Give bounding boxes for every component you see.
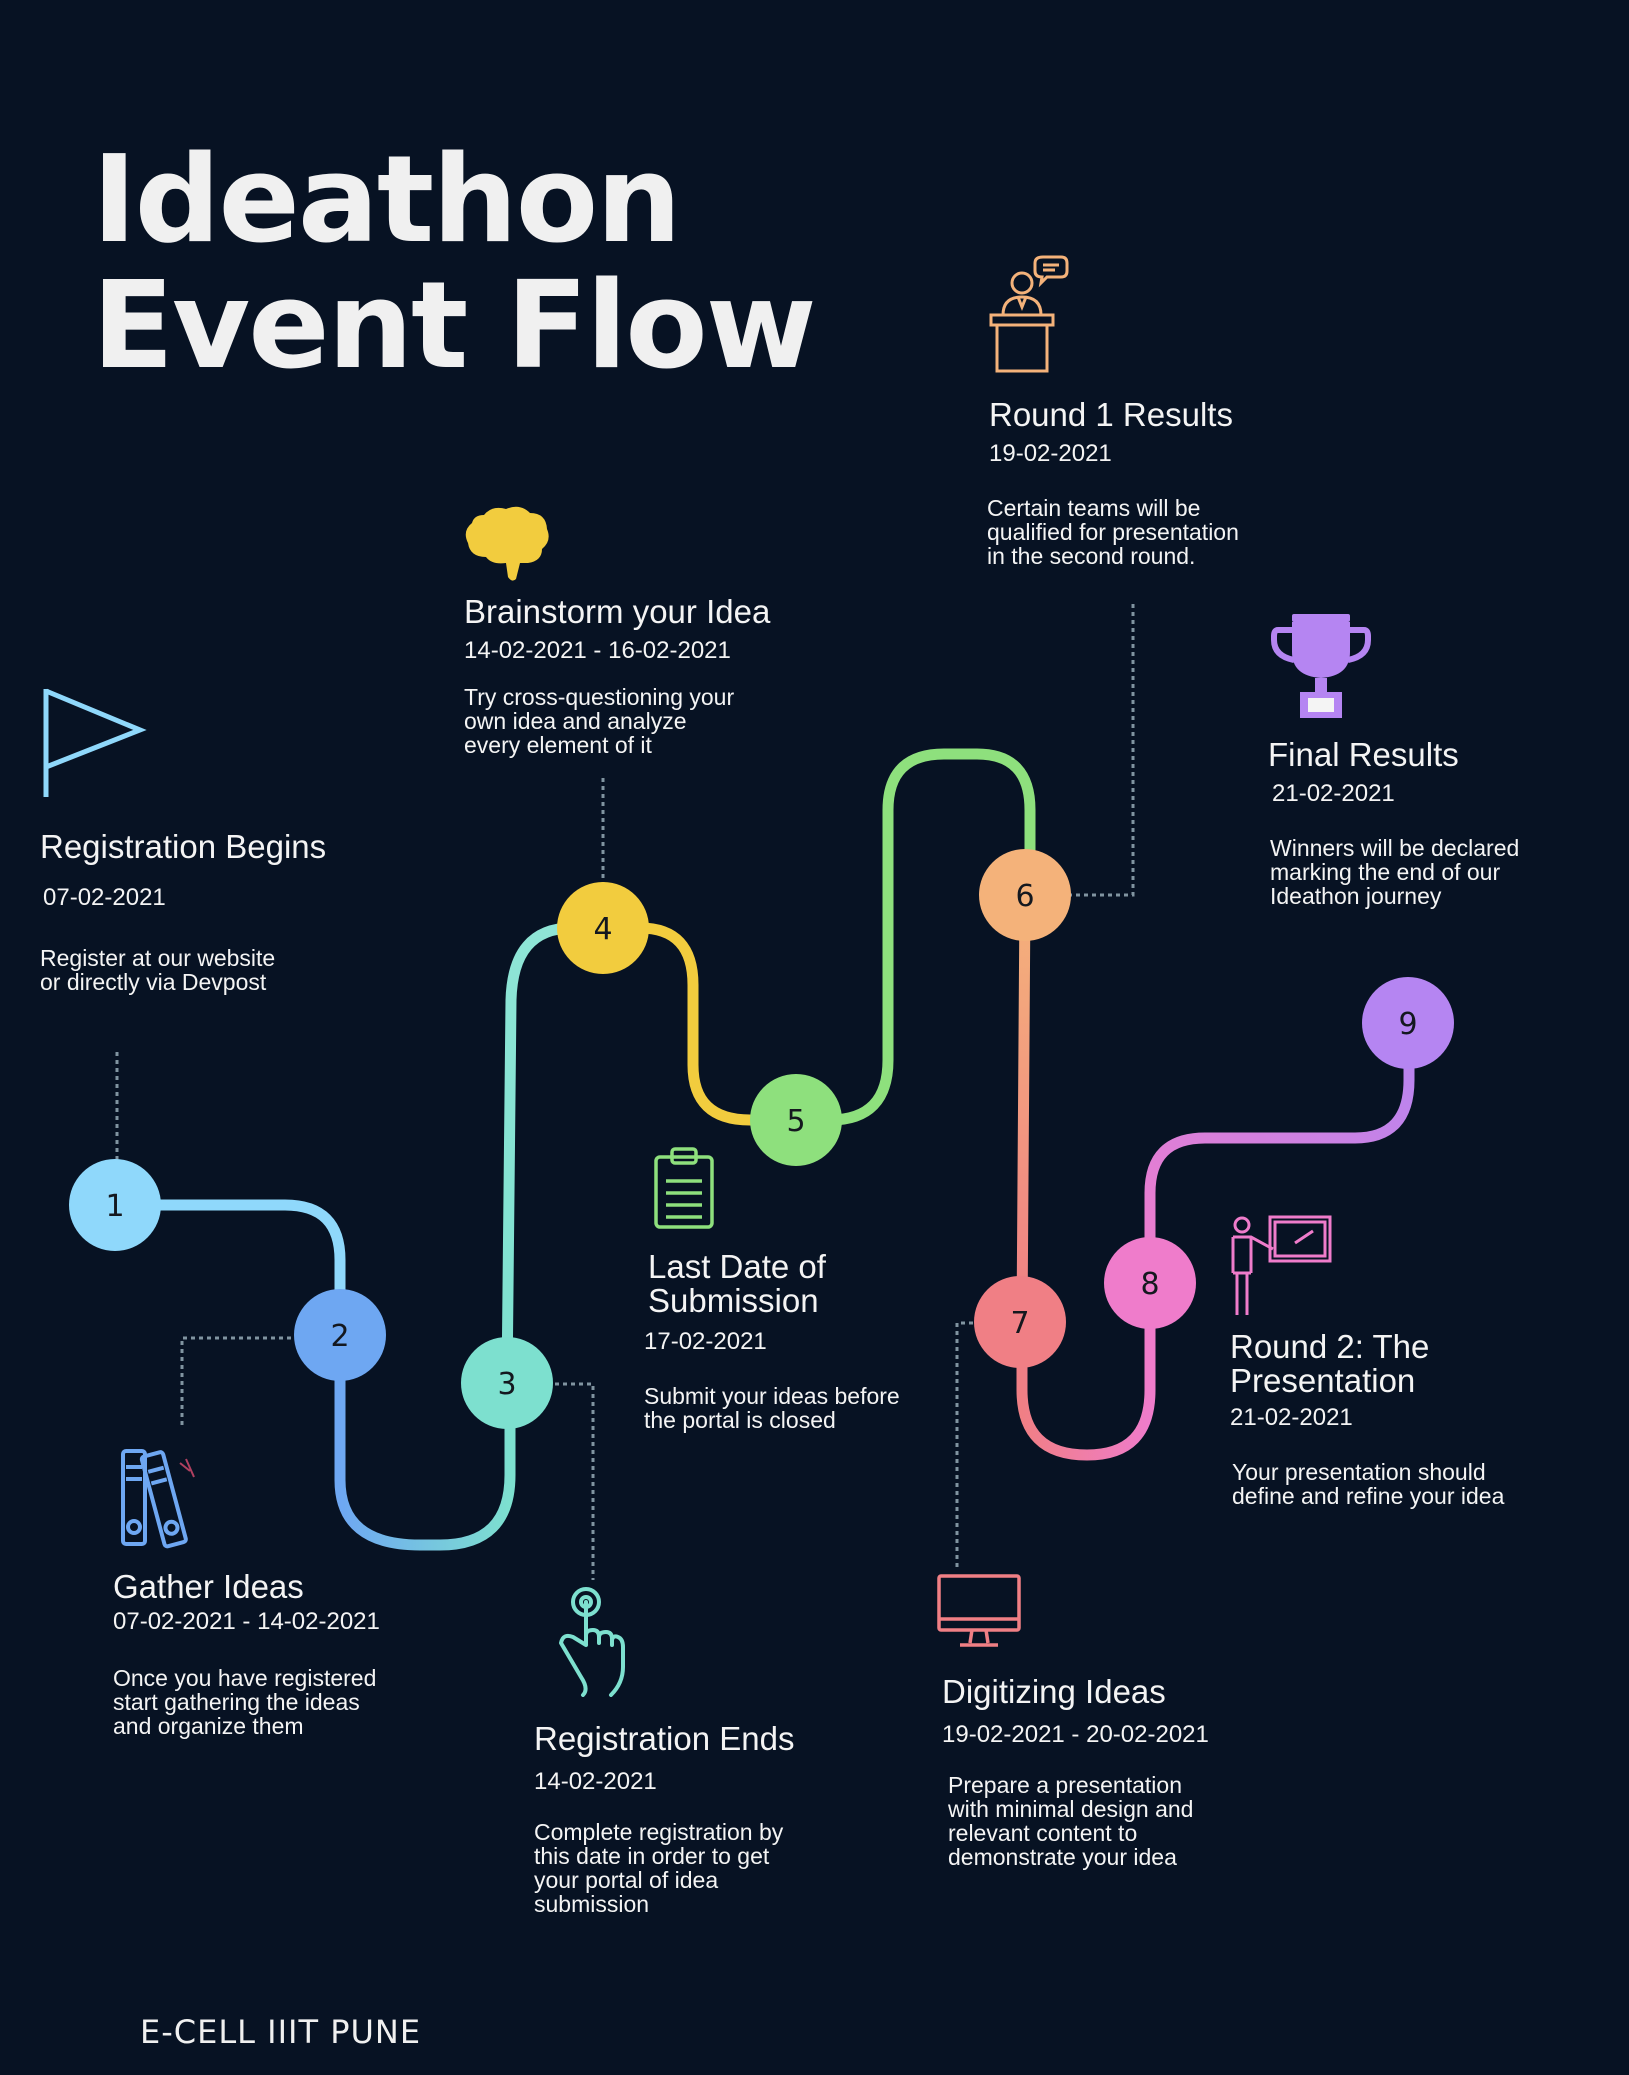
node-4-label: 4 — [593, 912, 612, 947]
step-3-heading: Registration Ends — [534, 1720, 795, 1757]
step-9-text: Winners will be declared marking the end… — [1270, 835, 1520, 909]
node-9-label: 9 — [1398, 1007, 1417, 1042]
step-8-heading: Round 2: The Presentation — [1230, 1328, 1430, 1399]
step-4-heading: Brainstorm your Idea — [464, 593, 771, 630]
path-segments — [109, 748, 1415, 1551]
step-6-date: 19-02-2021 — [989, 440, 1112, 467]
speaker-podium-icon — [989, 255, 1069, 373]
node-7-label: 7 — [1010, 1306, 1029, 1341]
step-5-text: Submit your ideas before the portal is c… — [644, 1383, 900, 1433]
step-2-date: 07-02-2021 - 14-02-2021 — [113, 1608, 380, 1635]
step-7-heading: Digitizing Ideas — [942, 1673, 1166, 1710]
node-8-label: 8 — [1140, 1267, 1159, 1302]
step-4-text: Try cross-questioning your own idea and … — [464, 684, 735, 758]
step-final-results: Final Results 21-02-2021 Winners will be… — [1268, 736, 1588, 909]
step-4-date: 14-02-2021 - 16-02-2021 — [464, 637, 731, 664]
segment-8-9 — [1144, 1017, 1415, 1289]
step-brainstorm: Brainstorm your Idea 14-02-2021 - 16-02-… — [464, 593, 804, 758]
step-digitizing-ideas: Digitizing Ideas 19-02-2021 - 20-02-2021… — [942, 1673, 1262, 1870]
connector-2 — [180, 1336, 295, 1425]
node-1-label: 1 — [105, 1189, 124, 1224]
step-8-date: 21-02-2021 — [1230, 1404, 1353, 1431]
step-6-heading: Round 1 Results — [989, 396, 1233, 433]
segment-6-7 — [1016, 889, 1031, 1328]
node-2-label: 2 — [330, 1319, 349, 1354]
node-6-label: 6 — [1015, 879, 1034, 914]
node-4: 4 — [557, 882, 649, 974]
segment-3-4 — [501, 922, 609, 1391]
step-2-heading: Gather Ideas — [113, 1568, 304, 1605]
node-9: 9 — [1362, 977, 1454, 1069]
step-1-heading: Registration Begins — [40, 828, 327, 865]
node-5: 5 — [750, 1074, 842, 1166]
step-7-date: 19-02-2021 - 20-02-2021 — [942, 1721, 1209, 1748]
node-1: 1 — [69, 1159, 161, 1251]
step-5-date: 17-02-2021 — [644, 1328, 767, 1355]
trophy-icon — [1271, 614, 1371, 718]
node-3-label: 3 — [497, 1367, 516, 1402]
step-registration-begins: Registration Begins 07-02-2021 Register … — [40, 828, 360, 995]
connector-6 — [1068, 600, 1135, 897]
step-6-text: Certain teams will be qualified for pres… — [987, 495, 1239, 569]
node-3: 3 — [461, 1337, 553, 1429]
node-2: 2 — [294, 1289, 386, 1381]
step-9-date: 21-02-2021 — [1272, 780, 1395, 807]
clipboard-icon — [654, 1147, 714, 1229]
pointer-hand-icon — [559, 1587, 625, 1697]
step-7-text: Prepare a presentation with minimal desi… — [948, 1772, 1194, 1870]
page-title: Ideathon Event Flow — [92, 131, 817, 396]
step-3-text: Complete registration by this date in or… — [534, 1819, 784, 1917]
title-line-1: Ideathon — [92, 131, 682, 270]
footer-organizer: E-CELL IIIT PUNE — [140, 2013, 422, 2051]
connector-7 — [955, 1321, 978, 1567]
step-5-heading: Last Date of Submission — [648, 1248, 826, 1319]
step-registration-ends: Registration Ends 14-02-2021 Complete re… — [534, 1720, 854, 1917]
title-line-2: Event Flow — [92, 257, 817, 396]
step-1-text: Register at our website or directly via … — [40, 945, 276, 995]
node-5-label: 5 — [786, 1104, 805, 1139]
step-round-1-results: Round 1 Results 19-02-2021 Certain teams… — [987, 396, 1309, 569]
step-8-text: Your presentation should define and refi… — [1232, 1459, 1505, 1509]
step-last-date-submission: Last Date of Submission 17-02-2021 Submi… — [644, 1248, 958, 1433]
segment-2-3 — [334, 1329, 516, 1551]
step-2-text: Once you have registered start gathering… — [113, 1665, 377, 1739]
segment-5-6 — [790, 748, 1036, 1126]
segment-7-8 — [1016, 1277, 1156, 1461]
binders-icon — [121, 1449, 195, 1549]
brain-icon — [465, 506, 549, 581]
step-9-heading: Final Results — [1268, 736, 1459, 773]
connector-3 — [555, 1382, 595, 1580]
segment-1-2 — [109, 1199, 346, 1341]
node-7: 7 — [974, 1276, 1066, 1368]
segment-4-5 — [597, 922, 802, 1126]
step-round-2-presentation: Round 2: The Presentation 21-02-2021 You… — [1230, 1328, 1550, 1509]
flag-icon — [43, 688, 147, 797]
node-6: 6 — [979, 849, 1071, 941]
step-3-date: 14-02-2021 — [534, 1768, 657, 1795]
step-gather-ideas: Gather Ideas 07-02-2021 - 14-02-2021 Onc… — [113, 1568, 433, 1739]
node-8: 8 — [1104, 1237, 1196, 1329]
presenter-board-icon — [1231, 1215, 1332, 1315]
step-1-date: 07-02-2021 — [43, 884, 166, 911]
monitor-icon — [937, 1574, 1021, 1647]
